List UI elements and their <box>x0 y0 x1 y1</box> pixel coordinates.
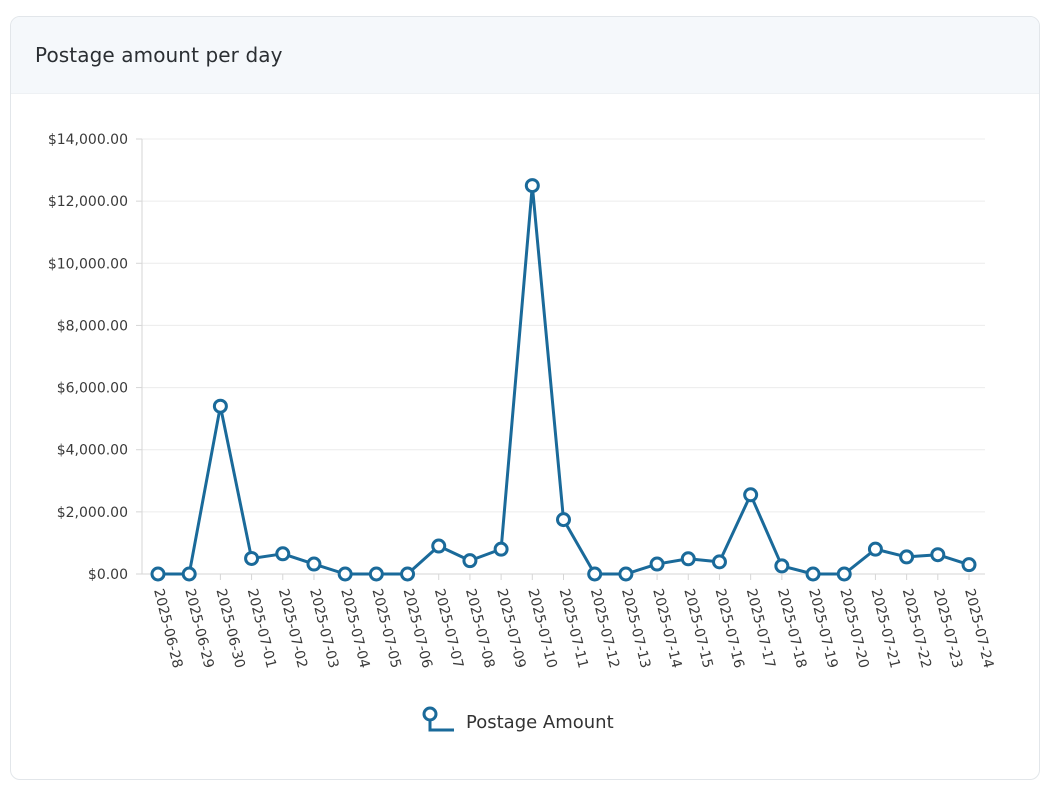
data-point <box>400 566 416 582</box>
x-tick-label: 2025-07-15 <box>680 587 715 670</box>
data-point <box>306 556 322 572</box>
data-point <box>150 566 166 582</box>
data-point <box>774 558 790 574</box>
x-tick-label: 2025-07-02 <box>275 587 310 670</box>
x-tick-label: 2025-07-06 <box>400 587 435 670</box>
x-tick-label: 2025-07-12 <box>587 587 622 670</box>
legend-label: Postage Amount <box>466 712 614 733</box>
data-point <box>711 554 727 570</box>
data-point <box>244 550 260 566</box>
chart-card: Postage amount per day <box>10 16 1040 780</box>
x-tick-label: 2025-07-14 <box>649 587 684 670</box>
y-tick-label: $0.00 <box>88 567 128 583</box>
data-point <box>431 538 447 554</box>
data-point <box>618 566 634 582</box>
card-title: Postage amount per day <box>35 43 283 67</box>
x-tick-label: 2025-07-13 <box>618 587 653 670</box>
x-tick-label: 2025-07-22 <box>899 587 934 670</box>
data-point <box>181 566 197 582</box>
x-tick-label: 2025-06-28 <box>150 587 185 670</box>
x-tick-label: 2025-07-04 <box>337 587 372 670</box>
y-tick-label: $6,000.00 <box>57 381 128 397</box>
data-point <box>743 487 759 503</box>
card-header: Postage amount per day <box>11 17 1039 94</box>
legend-marker-icon <box>422 706 438 722</box>
data-point <box>493 541 509 557</box>
data-point <box>899 549 915 565</box>
x-tick-label: 2025-07-07 <box>431 587 466 670</box>
data-point <box>212 398 228 414</box>
data-point <box>805 566 821 582</box>
x-tick-label: 2025-07-18 <box>774 587 809 670</box>
data-point <box>867 541 883 557</box>
x-tick-label: 2025-07-09 <box>493 587 528 670</box>
x-tick-label: 2025-07-01 <box>244 587 279 670</box>
data-point <box>961 557 977 573</box>
x-tick-label: 2025-07-03 <box>306 587 341 670</box>
data-point <box>462 553 478 569</box>
x-tick-label: 2025-07-11 <box>556 587 591 670</box>
data-point <box>836 566 852 582</box>
data-point <box>587 566 603 582</box>
legend-line-icon <box>428 720 454 732</box>
y-tick-label: $14,000.00 <box>48 132 128 148</box>
x-tick-label: 2025-07-19 <box>805 587 840 670</box>
x-tick-label: 2025-07-10 <box>524 587 559 670</box>
x-tick-label: 2025-06-30 <box>213 587 248 670</box>
x-tick-label: 2025-07-23 <box>930 587 965 670</box>
x-tick-label: 2025-07-05 <box>368 587 403 670</box>
y-tick-label: $4,000.00 <box>57 443 128 459</box>
x-tick-label: 2025-07-08 <box>462 587 497 670</box>
data-point <box>337 566 353 582</box>
data-point <box>368 566 384 582</box>
data-point <box>556 512 571 528</box>
y-tick-label: $2,000.00 <box>57 505 128 521</box>
x-tick-label: 2025-06-29 <box>181 587 216 670</box>
x-tick-label: 2025-07-21 <box>868 587 903 670</box>
data-point <box>524 178 540 194</box>
data-point <box>930 547 946 563</box>
data-point <box>275 546 291 562</box>
x-tick-label: 2025-07-16 <box>712 587 747 670</box>
x-tick-label: 2025-07-17 <box>743 587 778 670</box>
x-tick-label: 2025-07-20 <box>836 587 871 670</box>
y-tick-label: $8,000.00 <box>57 318 128 334</box>
y-tick-label: $10,000.00 <box>48 256 128 272</box>
data-point <box>649 556 665 572</box>
data-point <box>680 551 696 567</box>
y-tick-label: $12,000.00 <box>48 194 128 210</box>
x-tick-label: 2025-07-24 <box>961 587 996 670</box>
